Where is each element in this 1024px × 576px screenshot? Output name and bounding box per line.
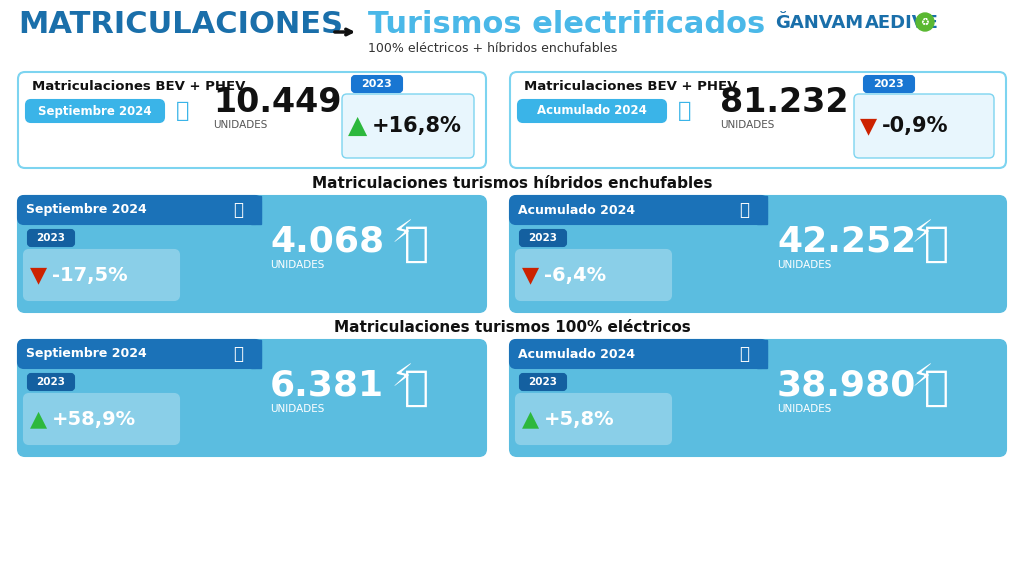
- FancyBboxPatch shape: [510, 196, 767, 224]
- Text: 2023: 2023: [528, 233, 557, 243]
- Text: Matriculaciones turismos 100% eléctricos: Matriculaciones turismos 100% eléctricos: [334, 320, 690, 335]
- Text: 🚗: 🚗: [739, 201, 749, 219]
- Text: Turismos electrificados: Turismos electrificados: [368, 10, 765, 39]
- Text: ⚡: ⚡: [911, 363, 933, 392]
- FancyBboxPatch shape: [18, 72, 486, 168]
- FancyBboxPatch shape: [28, 374, 74, 390]
- FancyBboxPatch shape: [28, 230, 74, 246]
- Text: 2023: 2023: [528, 377, 557, 387]
- Text: ▲: ▲: [30, 409, 47, 429]
- Text: Acumulado 2024: Acumulado 2024: [518, 347, 635, 361]
- FancyBboxPatch shape: [18, 340, 486, 456]
- Text: ▼: ▼: [30, 265, 47, 285]
- Text: AEDIVE: AEDIVE: [865, 14, 939, 32]
- Text: 🚗: 🚗: [924, 367, 948, 409]
- Text: Septiembre 2024: Septiembre 2024: [26, 203, 146, 217]
- Text: 2023: 2023: [361, 79, 392, 89]
- Text: +16,8%: +16,8%: [372, 116, 462, 136]
- Text: 2023: 2023: [37, 233, 66, 243]
- FancyBboxPatch shape: [24, 250, 179, 300]
- Text: +5,8%: +5,8%: [544, 410, 614, 429]
- Text: 🚗: 🚗: [233, 345, 243, 363]
- Text: 🚗: 🚗: [739, 345, 749, 363]
- FancyBboxPatch shape: [520, 374, 566, 390]
- Text: Septiembre 2024: Septiembre 2024: [26, 347, 146, 361]
- FancyBboxPatch shape: [18, 196, 486, 312]
- Text: 🚗: 🚗: [403, 367, 428, 409]
- FancyBboxPatch shape: [510, 196, 1006, 312]
- Text: 100% eléctricos + híbridos enchufables: 100% eléctricos + híbridos enchufables: [368, 42, 617, 55]
- Text: ▲: ▲: [522, 409, 539, 429]
- Text: Acumulado 2024: Acumulado 2024: [537, 104, 647, 118]
- Text: 🚗: 🚗: [403, 223, 428, 265]
- Text: UNIDADES: UNIDADES: [213, 120, 267, 130]
- Bar: [251, 196, 261, 224]
- Text: 🚗: 🚗: [233, 201, 243, 219]
- FancyBboxPatch shape: [24, 394, 179, 444]
- Text: -0,9%: -0,9%: [882, 116, 948, 136]
- Text: ⚡: ⚡: [391, 363, 413, 392]
- FancyBboxPatch shape: [510, 72, 1006, 168]
- FancyBboxPatch shape: [518, 100, 666, 122]
- FancyBboxPatch shape: [516, 394, 671, 444]
- Text: ▲: ▲: [348, 114, 368, 138]
- Text: 10.449: 10.449: [213, 86, 341, 119]
- Text: Acumulado 2024: Acumulado 2024: [518, 203, 635, 217]
- Text: Septiembre 2024: Septiembre 2024: [38, 104, 152, 118]
- Text: 38.980: 38.980: [777, 368, 916, 402]
- Text: -6,4%: -6,4%: [544, 266, 606, 285]
- Text: ♻: ♻: [921, 17, 930, 27]
- FancyBboxPatch shape: [352, 76, 402, 92]
- Text: 4.068: 4.068: [270, 224, 384, 258]
- Text: Matriculaciones BEV + PHEV: Matriculaciones BEV + PHEV: [524, 80, 737, 93]
- Text: 🚗: 🚗: [176, 101, 189, 121]
- Text: Matriculaciones turismos híbridos enchufables: Matriculaciones turismos híbridos enchuf…: [311, 176, 713, 191]
- Text: 🚗: 🚗: [678, 101, 691, 121]
- Text: ⚡: ⚡: [391, 219, 413, 248]
- Text: ▼: ▼: [860, 116, 878, 136]
- FancyBboxPatch shape: [864, 76, 914, 92]
- Text: UNIDADES: UNIDADES: [777, 404, 831, 414]
- Bar: [757, 196, 767, 224]
- FancyBboxPatch shape: [516, 250, 671, 300]
- Text: -17,5%: -17,5%: [52, 266, 128, 285]
- Text: 6.381: 6.381: [270, 368, 384, 402]
- Text: 2023: 2023: [37, 377, 66, 387]
- FancyBboxPatch shape: [520, 230, 566, 246]
- Text: UNIDADES: UNIDADES: [777, 260, 831, 270]
- FancyBboxPatch shape: [18, 196, 261, 224]
- FancyBboxPatch shape: [26, 100, 164, 122]
- Text: Matriculaciones BEV + PHEV: Matriculaciones BEV + PHEV: [32, 80, 246, 93]
- Text: 42.252: 42.252: [777, 224, 916, 258]
- Bar: [757, 340, 767, 368]
- Text: ⚡: ⚡: [911, 219, 933, 248]
- Bar: [251, 340, 261, 368]
- Text: ĞANVAM: ĞANVAM: [775, 14, 863, 32]
- Text: UNIDADES: UNIDADES: [720, 120, 774, 130]
- FancyBboxPatch shape: [510, 340, 1006, 456]
- Text: 81.232: 81.232: [720, 86, 849, 119]
- Text: 2023: 2023: [873, 79, 904, 89]
- Text: MATRICULACIONES: MATRICULACIONES: [18, 10, 343, 39]
- Text: UNIDADES: UNIDADES: [270, 260, 325, 270]
- Text: +58,9%: +58,9%: [52, 410, 136, 429]
- FancyBboxPatch shape: [342, 94, 474, 158]
- Circle shape: [916, 13, 934, 31]
- FancyBboxPatch shape: [854, 94, 994, 158]
- Text: UNIDADES: UNIDADES: [270, 404, 325, 414]
- Text: 🚗: 🚗: [924, 223, 948, 265]
- Text: ▼: ▼: [522, 265, 539, 285]
- FancyBboxPatch shape: [510, 340, 767, 368]
- FancyBboxPatch shape: [18, 340, 261, 368]
